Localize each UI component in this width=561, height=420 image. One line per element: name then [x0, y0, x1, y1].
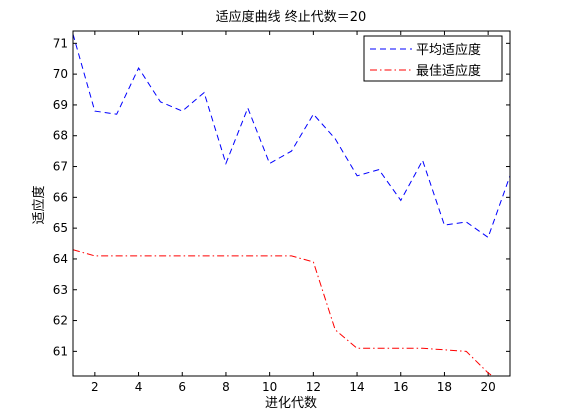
series-line-average-fitness — [73, 33, 510, 239]
plot-frame — [72, 30, 511, 377]
y-tick-label: 68 — [53, 129, 68, 143]
series-layer — [73, 33, 510, 376]
x-tick-label: 10 — [262, 380, 277, 394]
x-tick-label: 14 — [349, 380, 364, 394]
x-tick-label: 6 — [178, 380, 186, 394]
x-axis-title: 进化代数 — [265, 396, 317, 411]
y-tick-label: 64 — [53, 252, 68, 266]
x-tick-label: 16 — [393, 380, 408, 394]
x-tick-label: 4 — [135, 380, 143, 394]
legend-label-average-fitness: 平均适应度 — [416, 42, 481, 58]
y-tick-label: 61 — [53, 344, 68, 358]
legend-item-average-fitness: 平均适应度 — [370, 42, 481, 58]
chart-title: 适应度曲线 终止代数＝20 — [216, 9, 367, 25]
y-tick-label: 70 — [53, 67, 68, 81]
plot-area — [73, 31, 510, 376]
legend-box — [363, 35, 503, 82]
tick-marks — [73, 31, 510, 376]
y-tick-label: 71 — [53, 36, 68, 50]
y-tick-label: 65 — [53, 221, 68, 235]
legend: 平均适应度 最佳适应度 — [363, 35, 503, 82]
x-tick-label: 20 — [481, 380, 496, 394]
x-tick-label: 12 — [306, 380, 321, 394]
series-line-best-fitness — [73, 249, 494, 376]
y-tick-label: 63 — [53, 283, 68, 297]
x-tick-label: 18 — [437, 380, 452, 394]
y-tick-label: 66 — [53, 190, 68, 204]
y-tick-label: 67 — [53, 160, 68, 174]
y-axis-title: 适应度 — [31, 185, 47, 224]
legend-label-best-fitness: 最佳适应度 — [416, 63, 481, 79]
legend-item-best-fitness: 最佳适应度 — [370, 63, 481, 79]
y-tick-label: 62 — [53, 314, 68, 328]
x-tick-label: 2 — [91, 380, 99, 394]
x-tick-label: 8 — [222, 380, 230, 394]
y-tick-label: 69 — [53, 98, 68, 112]
